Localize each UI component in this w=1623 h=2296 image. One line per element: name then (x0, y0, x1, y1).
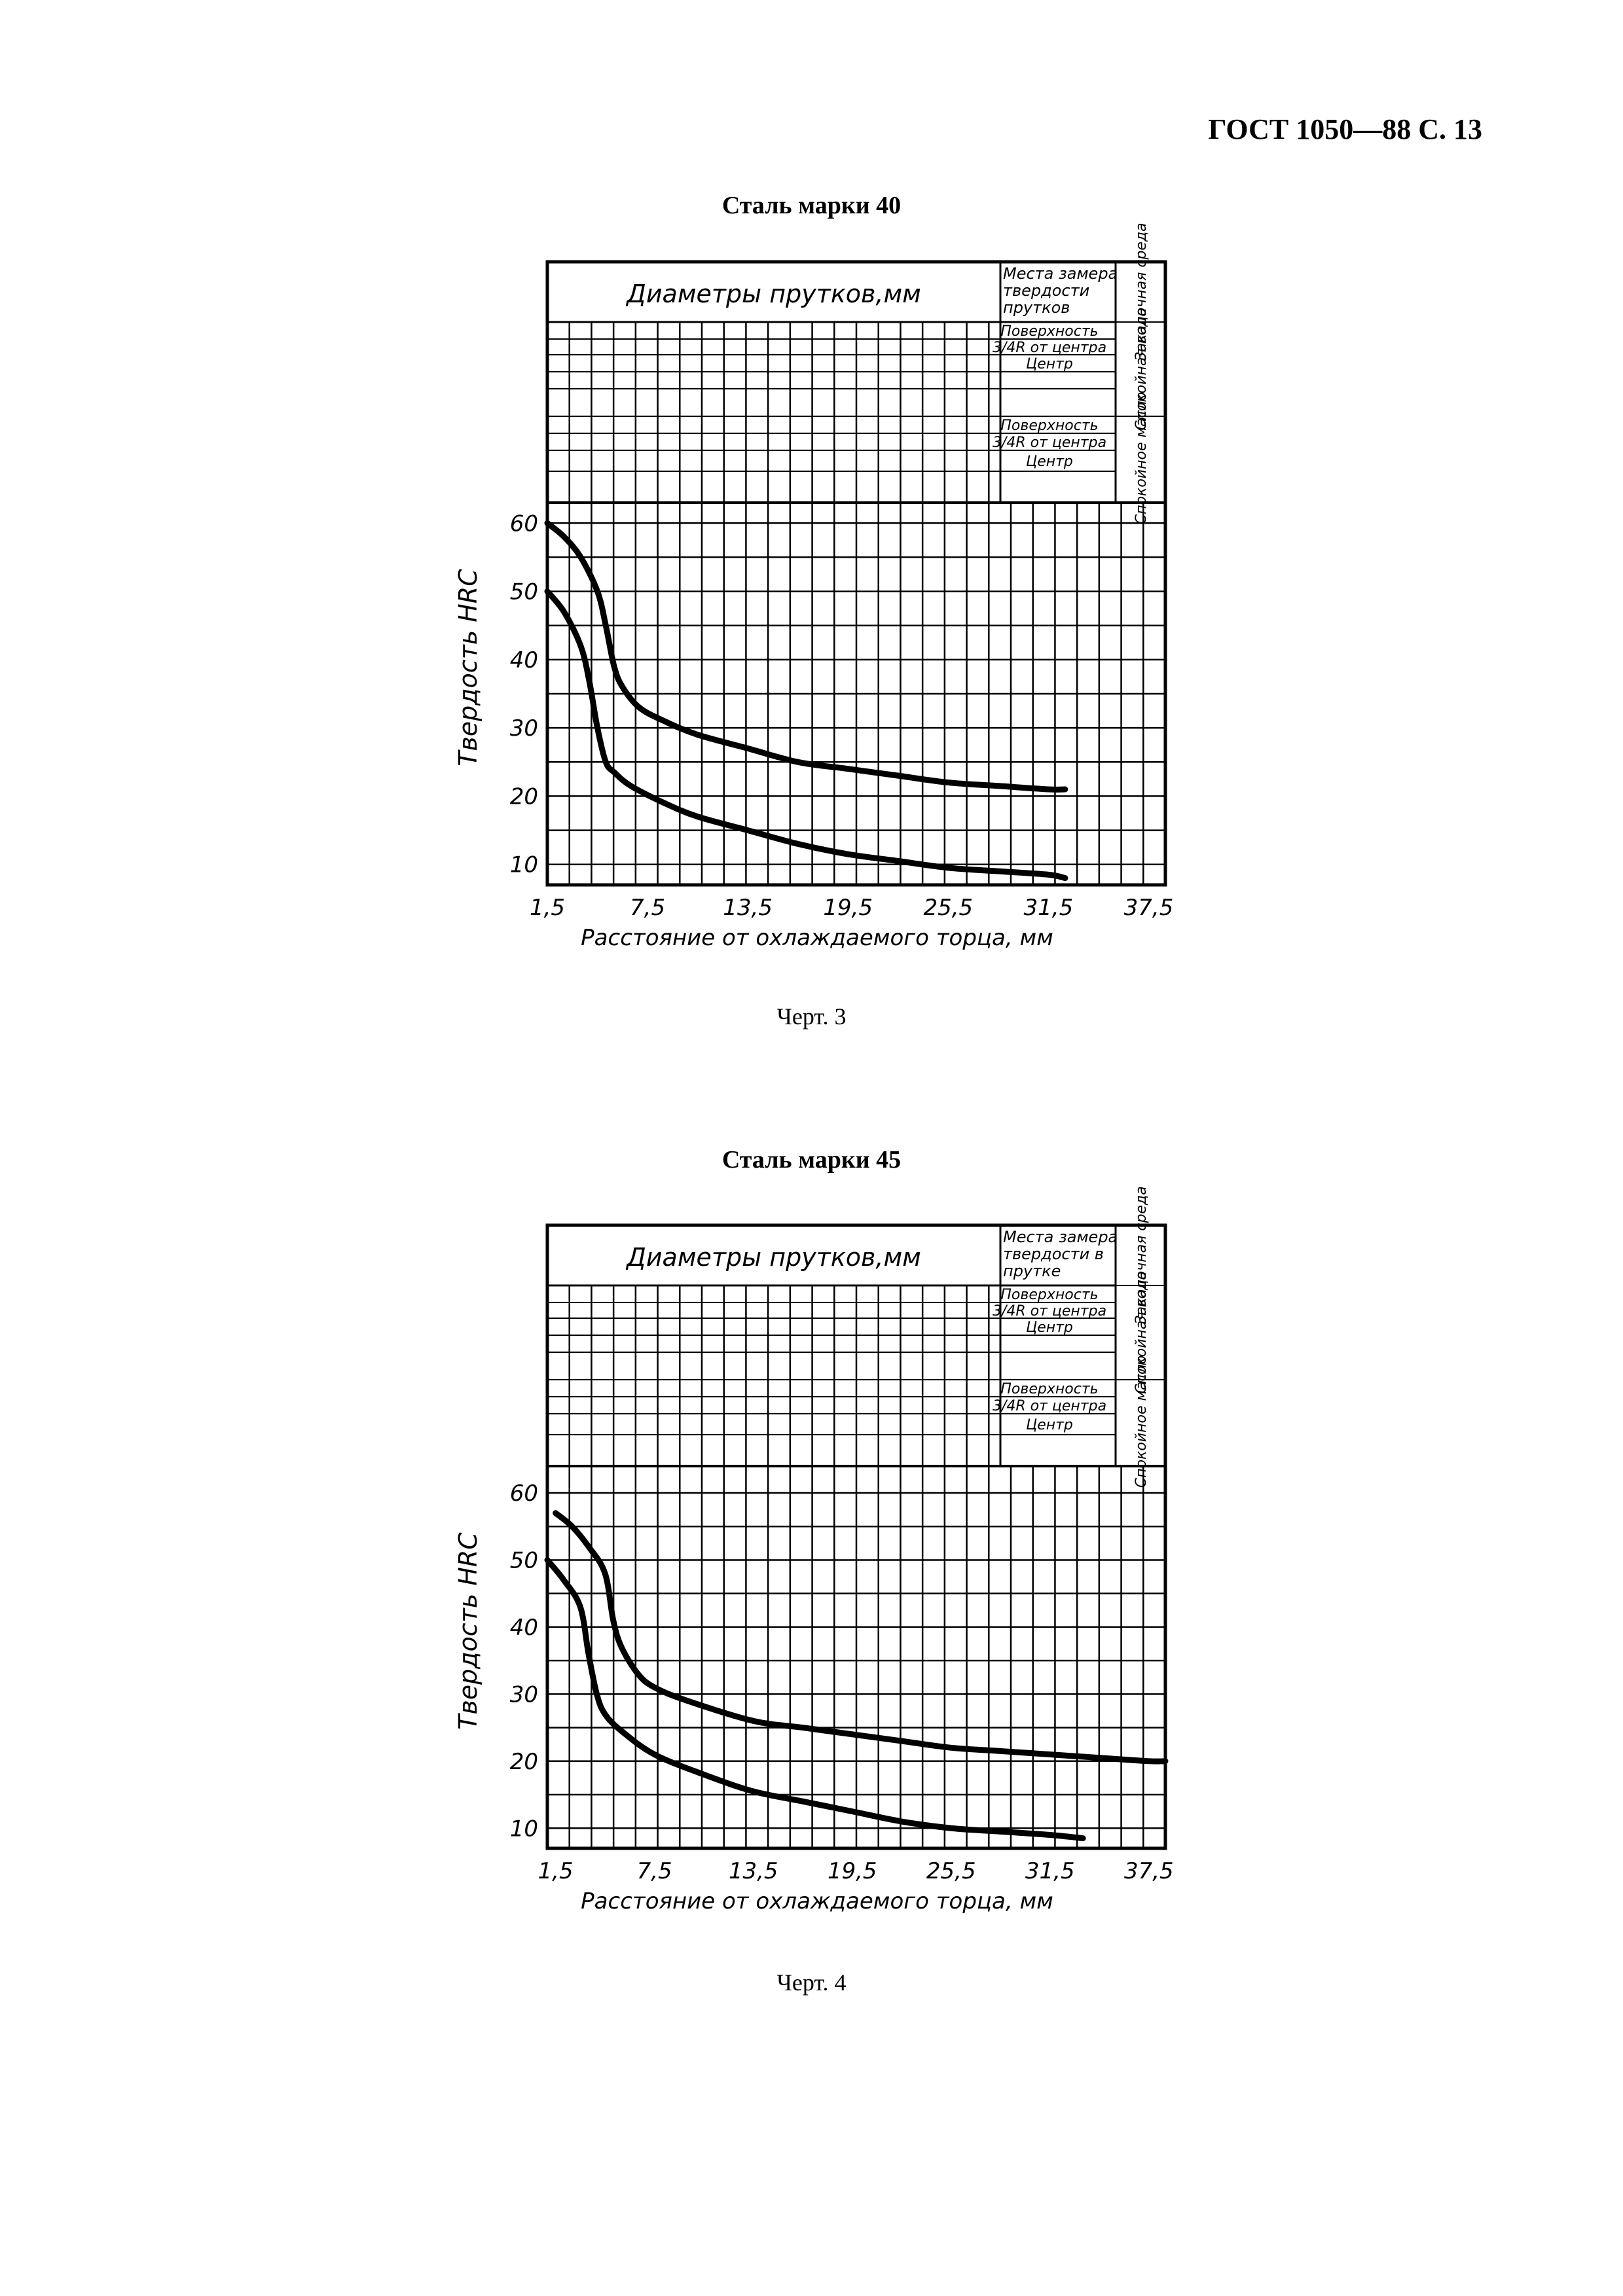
row-label: 3/4R от центра (993, 340, 1106, 356)
y-tick-label: 50 (510, 1547, 538, 1573)
x-tick-label: 25,5 (923, 895, 973, 921)
y-tick-label: 20 (510, 783, 538, 810)
chart-caption-1: Черт. 3 (776, 1003, 847, 1030)
row-label: Поверхность (1000, 418, 1098, 434)
y-tick-label: 10 (510, 1816, 538, 1842)
chart-title-2: Сталь марки 45 (721, 1146, 902, 1174)
y-tick-label: 20 (510, 1749, 538, 1775)
medium-water: Спокойная вода (1133, 308, 1150, 430)
x-tick-label: 25,5 (926, 1858, 976, 1884)
y-tick-label: 40 (510, 1615, 538, 1641)
medium-title: Закалочная среда (1133, 223, 1150, 361)
y-tick-label: 60 (510, 511, 538, 537)
measure-title: Места замера твердости прутков (1003, 264, 1118, 317)
medium-oil: Спокойное масло (1133, 392, 1150, 524)
x-axis-label: Расстояние от охлаждаемого торца, мм (581, 1888, 1053, 1914)
x-tick-label: 13,5 (729, 1858, 778, 1884)
x-tick-label: 7,5 (637, 1858, 672, 1884)
x-tick-label: 31,5 (1024, 895, 1074, 921)
row-label: Центр (1026, 454, 1073, 470)
y-axis-label: Твердость HRC (454, 569, 483, 766)
row-label: Поверхность (1000, 1287, 1098, 1303)
header-title: Диаметры прутков,мм (625, 1243, 921, 1272)
y-tick-label: 40 (510, 647, 538, 673)
chart-caption-2: Черт. 4 (776, 1969, 847, 1996)
x-tick-label: 7,5 (630, 895, 665, 921)
chart-title-1: Сталь марки 40 (721, 192, 902, 219)
row-label: 3/4R от центра (993, 435, 1106, 451)
measure-title: Места замера твердости в прутке (1003, 1228, 1118, 1280)
medium-title: Закалочная среда (1133, 1186, 1150, 1324)
x-tick-label: 37,5 (1124, 895, 1174, 921)
y-tick-label: 30 (510, 1681, 538, 1708)
chart-svg: Диаметры прутков,мм Места замера твердости… (454, 1186, 1174, 1914)
x-tick-label: 1,5 (530, 895, 565, 921)
series-line-2 (544, 588, 1068, 882)
y-axis-label: Твердость HRC (454, 1532, 483, 1730)
header-title: Диаметры прутков,мм (625, 279, 921, 308)
page-header: ГОСТ 1050—88 С. 13 (1208, 113, 1482, 145)
x-tick-label: 19,5 (828, 1858, 877, 1884)
series-line-1 (544, 520, 1068, 793)
row-label: Поверхность (1000, 1381, 1098, 1397)
x-tick-label: 1,5 (538, 1858, 574, 1884)
chart-svg: Диаметры прутков,мм Места замера твердости… (454, 223, 1174, 951)
hardenability-chart-2: Диаметры прутков,мм Места замера твердости… (437, 1186, 1190, 1919)
row-label: 3/4R от центра (993, 1303, 1106, 1319)
row-label: Поверхность (1000, 323, 1098, 340)
x-tick-label: 19,5 (823, 895, 873, 921)
x-tick-label: 37,5 (1124, 1858, 1174, 1884)
x-axis-label: Расстояние от охлаждаемого торца, мм (581, 925, 1053, 951)
hardenability-chart-1: Диаметры прутков,мм Места замера твердости… (437, 223, 1190, 956)
row-label: 3/4R от центра (993, 1398, 1106, 1414)
series-line-1 (553, 1510, 1169, 1765)
x-tick-label: 13,5 (723, 895, 773, 921)
y-tick-label: 50 (510, 579, 538, 605)
medium-water: Спокойная вода (1133, 1271, 1150, 1393)
y-tick-label: 30 (510, 715, 538, 742)
series-line-2 (544, 1556, 1086, 1842)
x-tick-label: 31,5 (1025, 1858, 1075, 1884)
y-tick-label: 10 (510, 852, 538, 878)
row-label: Центр (1026, 1417, 1073, 1433)
medium-oil: Спокойное масло (1133, 1355, 1150, 1488)
row-label: Центр (1026, 1319, 1073, 1336)
row-label: Центр (1026, 356, 1073, 372)
y-tick-label: 60 (510, 1480, 538, 1507)
